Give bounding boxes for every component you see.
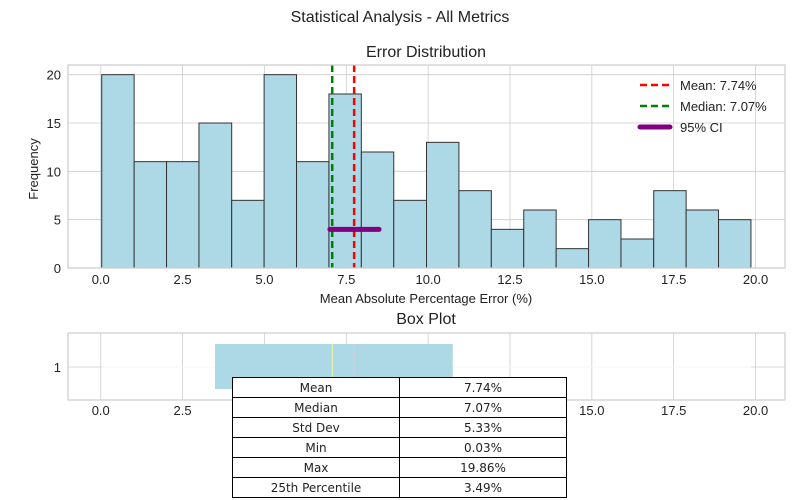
- statistic-label: 25th Percentile: [232, 477, 400, 498]
- statistic-value: 0.03%: [399, 437, 567, 458]
- histogram-bar: [263, 74, 298, 269]
- histogram-bar: [101, 74, 135, 269]
- histogram-reference-lines: [327, 65, 382, 268]
- statistics-table-row: Std Dev 5.33%: [232, 417, 567, 438]
- box-plot-x-tick-label: 17.5: [661, 403, 686, 418]
- histogram-bar: [166, 161, 200, 269]
- box-plot-title: Box Plot: [396, 311, 456, 328]
- histogram-bar: [458, 190, 492, 269]
- legend-label: 95% CI: [680, 120, 723, 135]
- legend-label: Median: 7.07%: [680, 99, 767, 114]
- statistic-label: Median: [232, 397, 400, 418]
- histogram-bar: [231, 199, 265, 269]
- histogram-title: Error Distribution: [366, 44, 486, 61]
- histogram-x-tick-label: 17.5: [661, 272, 686, 287]
- statistic-value: 3.49%: [399, 477, 567, 498]
- histogram-bar: [393, 199, 428, 269]
- statistics-table-body: Mean 7.74% Median 7.07% Std Dev 5.33% Min 0.03%…: [232, 377, 567, 498]
- histogram-y-tick-label: 5: [54, 213, 61, 228]
- histogram-bar: [620, 238, 655, 269]
- histogram-y-tick-label: 15: [47, 116, 61, 131]
- histogram-bar: [718, 219, 752, 269]
- histogram-x-tick-label: 12.5: [497, 272, 522, 287]
- histogram-frame: [67, 64, 786, 269]
- histogram-bar: [133, 161, 168, 269]
- statistic-value: 5.33%: [399, 417, 567, 438]
- statistics-table-row: Mean 7.74%: [232, 377, 567, 398]
- statistics-table: Mean 7.74% Median 7.07% Std Dev 5.33% Min 0.03%…: [232, 377, 567, 498]
- histogram-y-tick-label: 0: [54, 261, 61, 276]
- box-plot-y-tick-label: 1: [54, 360, 61, 375]
- statistic-label: Mean: [232, 377, 400, 398]
- histogram-bar: [328, 93, 362, 269]
- histogram-bar: [653, 190, 687, 269]
- statistics-table-row: Min 0.03%: [232, 437, 567, 458]
- statistics-table-row: 25th Percentile 3.49%: [232, 477, 567, 498]
- statistic-value: 7.07%: [399, 397, 567, 418]
- box-plot-x-tick-label: 0.0: [92, 403, 110, 418]
- box-plot-x-tick-label: 2.5: [174, 403, 192, 418]
- statistic-label: Std Dev: [232, 417, 400, 438]
- statistic-value: 19.86%: [399, 457, 567, 478]
- histogram-x-tick-label: 10.0: [415, 272, 440, 287]
- figure-suptitle: Statistical Analysis - All Metrics: [291, 9, 510, 26]
- histogram-y-ticks: 0 5 10 15 20: [47, 68, 61, 276]
- box-plot-x-tick-label: 20.0: [743, 403, 768, 418]
- statistics-table-row: Median 7.07%: [232, 397, 567, 418]
- histogram-bar: [588, 219, 622, 269]
- histogram-x-label: Mean Absolute Percentage Error (%): [320, 291, 532, 306]
- box-plot-y-ticks: 1: [54, 360, 61, 375]
- histogram-x-tick-label: 5.0: [255, 272, 273, 287]
- histogram-bar: [198, 122, 233, 269]
- statistic-label: Max: [232, 457, 400, 478]
- histogram-bar: [426, 141, 460, 269]
- histogram-x-ticks: 0.0 2.5 5.0 7.5 10.0 12.5 15.0 17.5 20.0: [92, 272, 768, 287]
- histogram-x-tick-label: 2.5: [174, 272, 192, 287]
- histogram-chart: Error Distribution 0.0 2.5 5.0 7.5 10.0 12.5 1…: [26, 44, 786, 306]
- statistic-label: Min: [232, 437, 400, 458]
- statistics-table-row: Max 19.86%: [232, 457, 567, 478]
- box-plot-x-tick-label: 15.0: [579, 403, 604, 418]
- histogram-x-tick-label: 0.0: [92, 272, 110, 287]
- histogram-x-tick-label: 20.0: [743, 272, 768, 287]
- histogram-legend: Mean: 7.74% Median: 7.07% 95% CI: [637, 78, 767, 135]
- histogram-bar: [523, 209, 557, 269]
- histogram-y-label: Frequency: [26, 138, 41, 200]
- histogram-x-tick-label: 15.0: [579, 272, 604, 287]
- histogram-bar: [685, 209, 720, 269]
- histogram-bar: [555, 248, 590, 269]
- histogram-bar: [490, 228, 525, 269]
- histogram-y-tick-label: 20: [47, 68, 61, 83]
- legend-label: Mean: 7.74%: [680, 78, 757, 93]
- statistic-value: 7.74%: [399, 377, 567, 398]
- histogram-bar: [296, 161, 330, 269]
- histogram-x-tick-label: 7.5: [337, 272, 355, 287]
- histogram-bar: [360, 151, 395, 269]
- histogram-bars: [101, 74, 752, 269]
- histogram-y-tick-label: 10: [47, 164, 61, 179]
